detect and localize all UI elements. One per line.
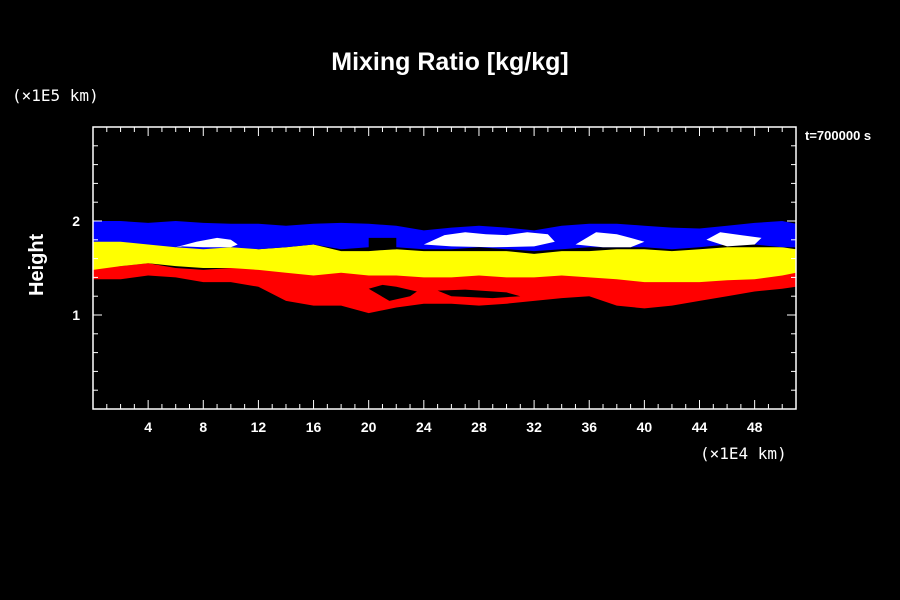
mixing-patch-0 [368,237,397,250]
mixing-patch-6 [437,289,521,299]
chart-title: Mixing Ratio [kg/kg] [331,48,569,76]
mixing-band-0 [93,263,796,314]
mixing-patch-2 [423,232,555,248]
x-tick-label: 16 [306,419,322,435]
mixing-patch-3 [575,232,645,248]
x-tick-label: 12 [251,419,267,435]
y-tick-label: 1 [72,307,80,323]
y-tick-labels: 12 [72,213,80,323]
x-tick-label: 44 [692,419,708,435]
axis-ticks [93,127,796,409]
plot-frame [92,126,797,410]
x-tick-label: 40 [637,419,653,435]
mixing-ratio-field [93,221,796,314]
mixing-patch-4 [706,232,762,247]
x-tick-label: 28 [471,419,487,435]
y-axis-label: Height [26,233,48,296]
y-tick-label: 2 [72,213,80,229]
x-tick-labels: 4 8 12 16 20 24 28 32 36 40 44 48 [144,419,762,435]
mixing-band-1 [93,239,796,283]
mixing-patch-1 [175,237,238,248]
mixing-patch-5 [368,284,417,301]
x-tick-label: 32 [526,419,542,435]
x-tick-label: 24 [416,419,432,435]
x-axis-unit: (×1E4 km) [700,444,787,463]
x-tick-label: 8 [199,419,207,435]
x-tick-label: 4 [144,419,152,435]
y-axis-unit: (×1E5 km) [12,86,99,105]
x-tick-label: 48 [747,419,763,435]
x-tick-label: 36 [581,419,597,435]
x-tick-label: 20 [361,419,377,435]
time-label: t=700000 s [805,128,872,143]
